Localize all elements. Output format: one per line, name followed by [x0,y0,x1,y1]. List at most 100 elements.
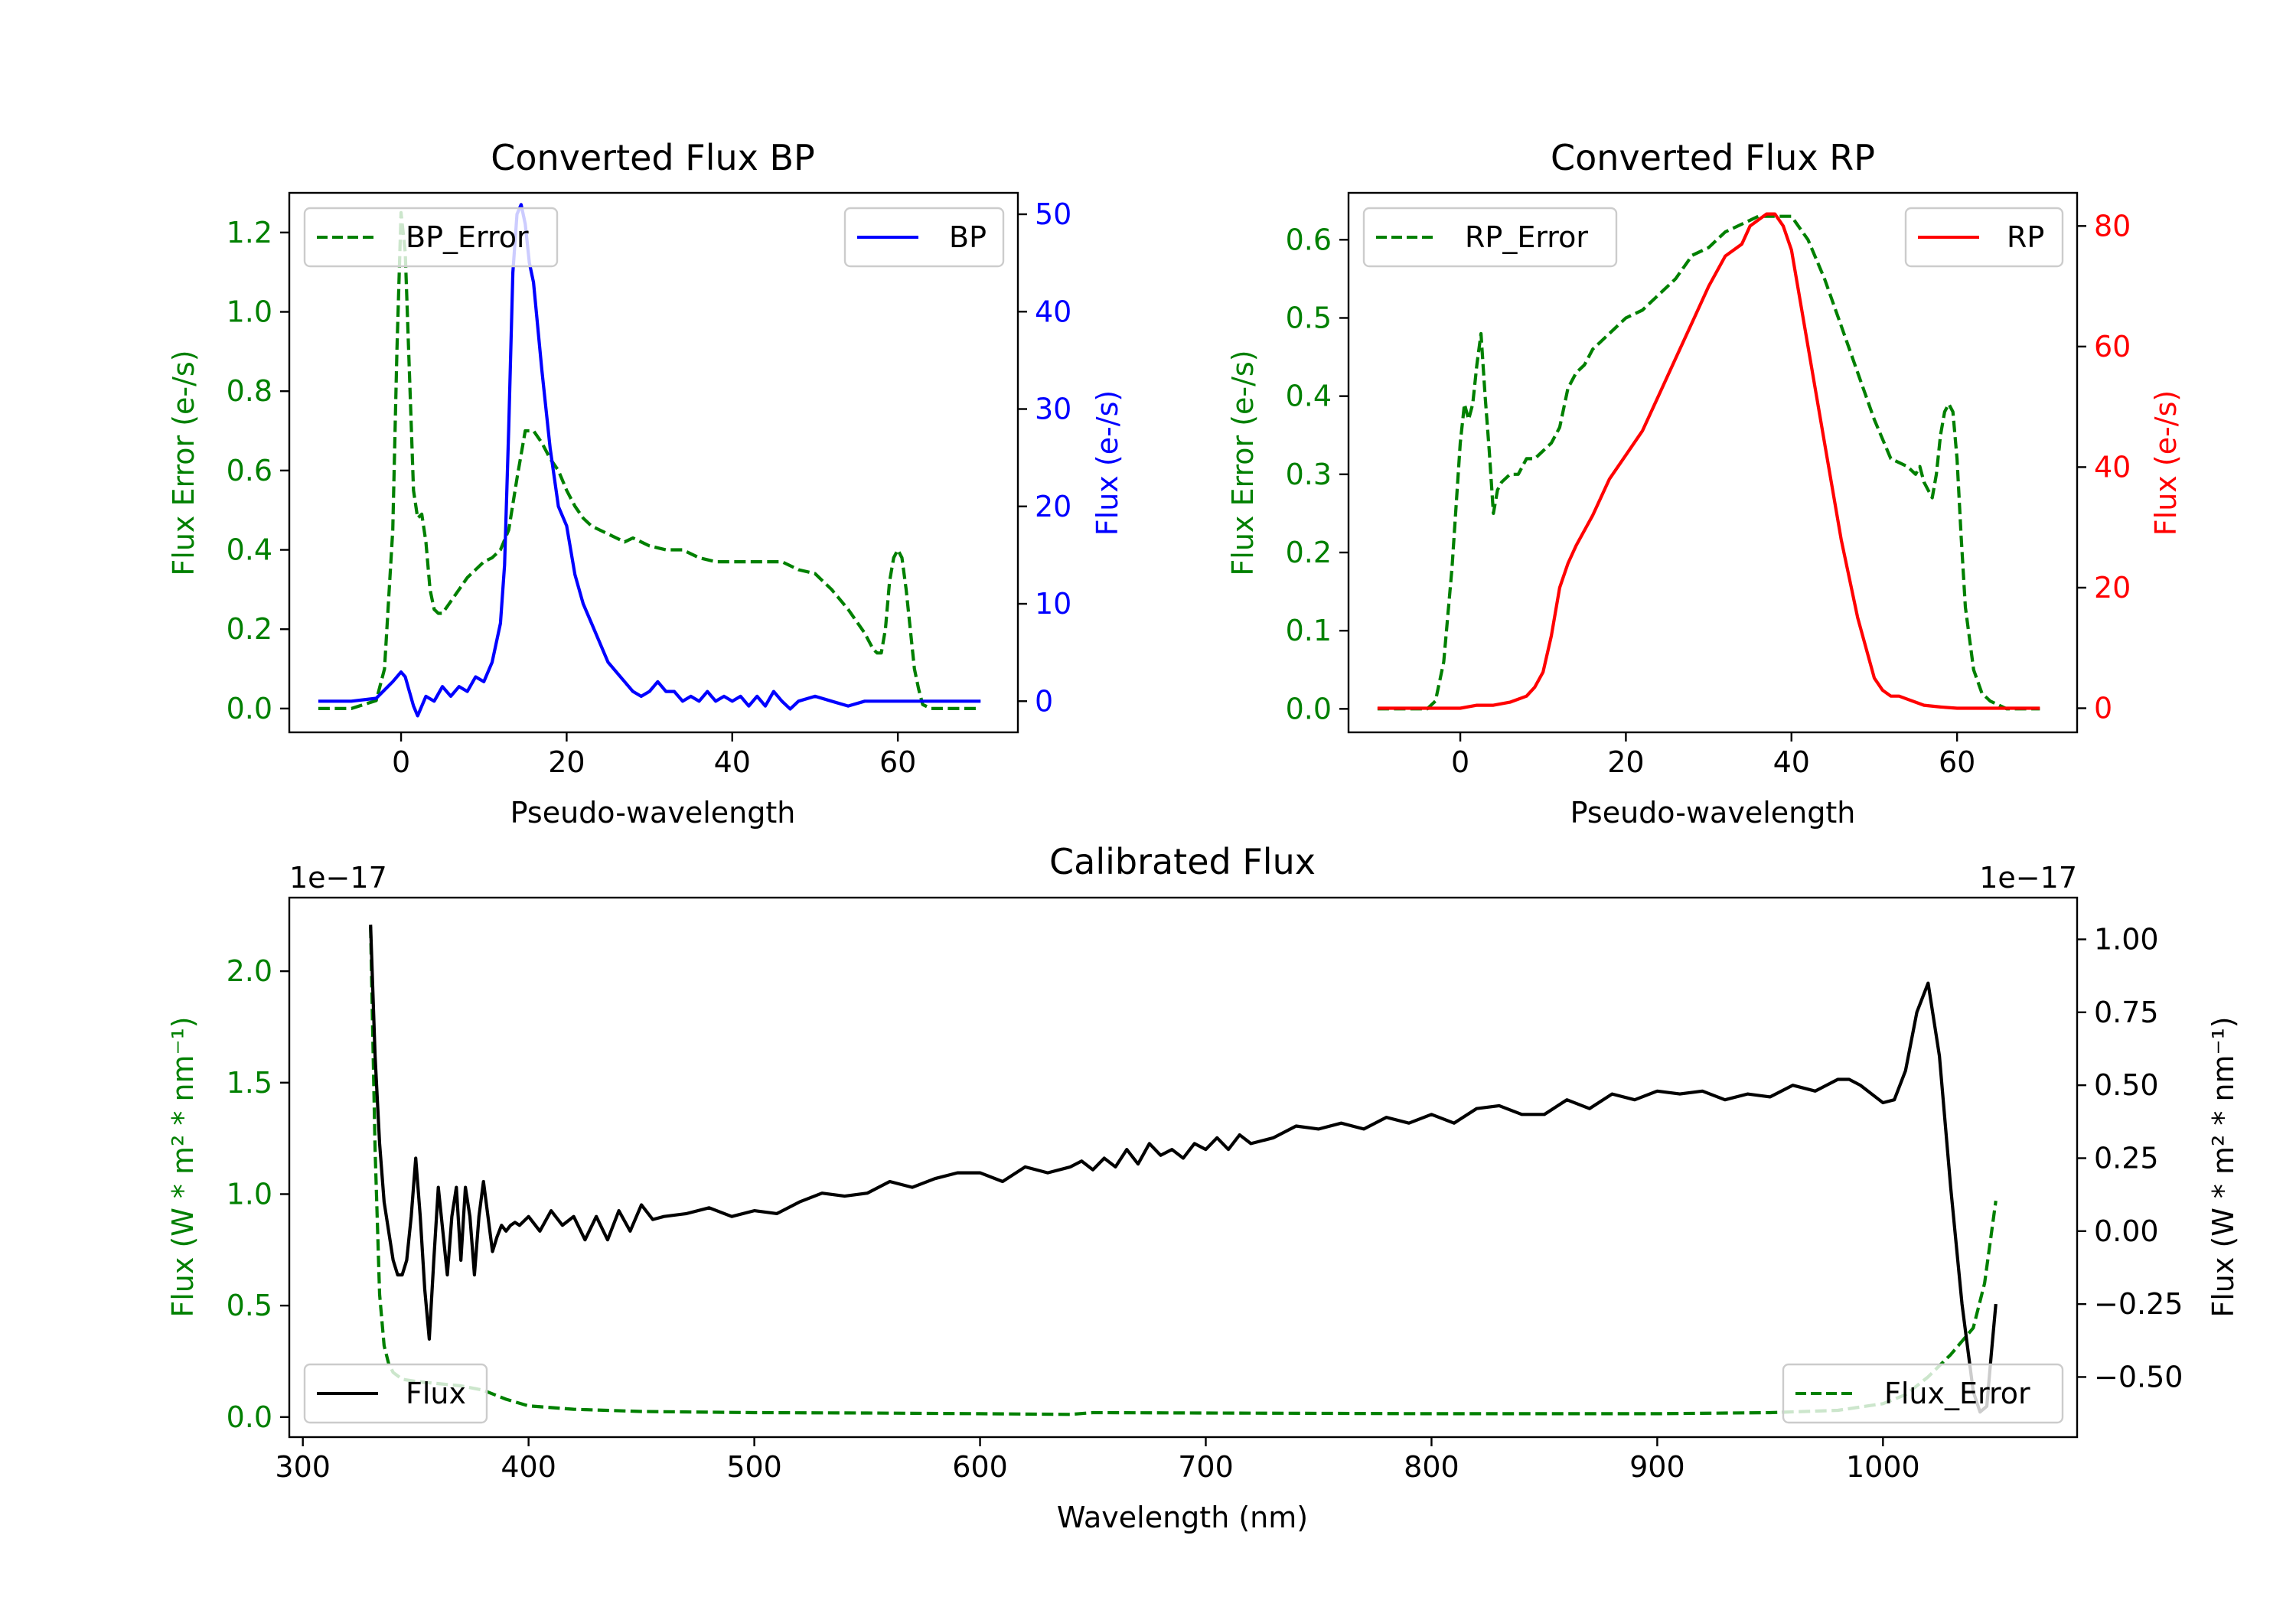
bp-xtick-label: 40 [714,745,751,779]
cal-right-tick-label: 0.50 [2094,1068,2159,1102]
bp-series-bp [318,203,981,718]
bp-left-tick-label: 0.0 [227,692,272,725]
cal-left-tick-label: 0.0 [227,1400,272,1434]
rp-legend-error-box [1362,207,1618,268]
rp-x-ticks: 0 20 40 60 [1451,732,1975,779]
bp-x-ticks: 0 20 40 60 [392,732,916,779]
bp-left-tick-label: 1.0 [227,295,272,329]
cal-offset-right: 1e−17 [1979,861,2077,895]
rp-legend-flux-label: RP [2007,220,2044,254]
rp-xtick-label: 60 [1939,745,1975,779]
rp-ylabel-left: Flux Error (e-/s) [1226,350,1260,575]
bp-right-tick-label: 20 [1035,490,1071,523]
rp-left-ticks: 0.0 0.1 0.2 0.3 0.4 0.5 0.6 [1286,223,1349,725]
rp-left-tick-label: 0.1 [1286,614,1332,647]
cal-right-tick-label: −0.25 [2094,1287,2183,1321]
cal-offset-left: 1e−17 [289,861,387,895]
cal-legend-flux-label: Flux [406,1377,466,1410]
bp-legend-error-label: BP_Error [406,220,529,254]
rp-xlabel: Pseudo-wavelength [1570,796,1856,830]
cal-right-tick-label: 0.75 [2094,996,2159,1029]
bp-right-tick-label: 10 [1035,587,1071,621]
cal-plot-frame [288,896,2079,1439]
cal-left-tick-label: 1.0 [227,1177,272,1211]
rp-legend-error-label: RP_Error [1465,220,1588,254]
rp-left-tick-label: 0.2 [1286,536,1332,569]
rp-series [1377,212,2040,711]
cal-left-tick-label: 2.0 [227,954,272,988]
bp-legend-flux-label: BP [949,220,987,254]
cal-xtick-label: 600 [952,1450,1008,1484]
bp-xtick-label: 0 [392,745,410,779]
cal-title: Calibrated Flux [1049,841,1316,882]
rp-left-tick-label: 0.0 [1286,692,1332,725]
bp-plot-frame [288,191,1019,734]
bp-left-tick-label: 0.6 [227,454,272,487]
cal-xtick-label: 300 [275,1450,331,1484]
cal-xtick-label: 400 [501,1450,556,1484]
cal-xtick-label: 900 [1629,1450,1685,1484]
rp-right-tick-label: 0 [2094,691,2112,725]
bp-left-tick-label: 1.2 [227,216,272,249]
cal-ylabel-left: Flux (W * m² * nm⁻¹) [166,1016,200,1317]
bp-ylabel-left: Flux Error (e-/s) [167,350,201,575]
rp-left-tick-label: 0.5 [1286,301,1332,334]
cal-right-ticks: −0.50 −0.25 0.00 0.25 0.50 0.75 1.00 [2077,923,2183,1393]
cal-x-ticks: 300 400 500 600 700 800 900 1000 [275,1437,1920,1484]
rp-right-ticks: 0 20 40 60 80 [2077,209,2131,725]
rp-right-tick-label: 20 [2094,571,2131,605]
cal-xtick-label: 500 [726,1450,782,1484]
rp-ylabel-right: Flux (e-/s) [2149,390,2183,536]
bp-legend-error: BP_Error [303,207,559,268]
rp-legend-error: RP_Error [1362,207,1618,268]
bp-title: Converted Flux BP [491,137,815,178]
bp-right-tick-label: 50 [1035,197,1071,231]
rp-right-tick-label: 80 [2094,209,2131,243]
bp-xtick-label: 60 [879,745,916,779]
rp-xtick-label: 20 [1607,745,1644,779]
rp-series-rp [1377,212,2040,710]
rp-series-rp-error [1377,214,2040,711]
bp-xtick-label: 20 [548,745,585,779]
bp-left-tick-label: 0.4 [227,533,272,567]
cal-right-tick-label: 1.00 [2094,923,2159,957]
cal-xlabel: Wavelength (nm) [1057,1501,1308,1534]
cal-legend-error-box [1782,1363,2064,1424]
bp-right-tick-label: 0 [1035,684,1053,718]
rp-xtick-label: 40 [1773,745,1810,779]
bp-legend-flux: BP [843,207,1005,268]
cal-right-tick-label: 0.25 [2094,1141,2159,1175]
cal-legend-flux: Flux [303,1363,488,1424]
cal-right-tick-label: −0.50 [2094,1360,2183,1393]
bp-ylabel-right: Flux (e-/s) [1091,390,1124,536]
bp-left-ticks: 0.0 0.2 0.4 0.6 0.8 1.0 1.2 [227,216,289,725]
rp-right-tick-label: 40 [2094,450,2131,484]
cal-xtick-label: 800 [1404,1450,1459,1484]
bp-left-tick-label: 0.8 [227,374,272,408]
rp-right-tick-label: 60 [2094,330,2131,363]
bp-series-bp-error [318,210,981,710]
cal-left-tick-label: 0.5 [227,1289,272,1322]
bp-panel: Converted Flux BP 0 20 40 60 0.00.20.40.60.… [167,137,1124,830]
bp-legend-flux-box [843,207,1005,268]
cal-left-ticks: 0.0 0.5 1.0 1.5 2.0 [227,954,289,1434]
rp-title: Converted Flux RP [1551,137,1875,178]
rp-legend-flux-box [1904,207,2064,268]
bp-legend-error-box [303,207,559,268]
cal-legend-flux-box [303,1363,488,1424]
cal-xtick-label: 1000 [1846,1450,1920,1484]
bp-xlabel: Pseudo-wavelength [510,796,796,830]
cal-legend-error: Flux_Error [1782,1363,2064,1424]
bp-right-tick-label: 40 [1035,295,1071,328]
bp-left-tick-label: 0.2 [227,612,272,646]
cal-left-tick-label: 1.5 [227,1066,272,1100]
bp-series [318,203,981,718]
rp-legend-flux: RP [1904,207,2064,268]
cal-legend-error-label: Flux_Error [1884,1377,2030,1410]
bp-right-tick-label: 30 [1035,393,1071,426]
cal-xtick-label: 700 [1178,1450,1234,1484]
bp-right-ticks: 0 10 20 30 40 50 [1018,197,1071,718]
rp-xtick-label: 0 [1451,745,1469,779]
rp-plot-frame [1347,191,2079,734]
